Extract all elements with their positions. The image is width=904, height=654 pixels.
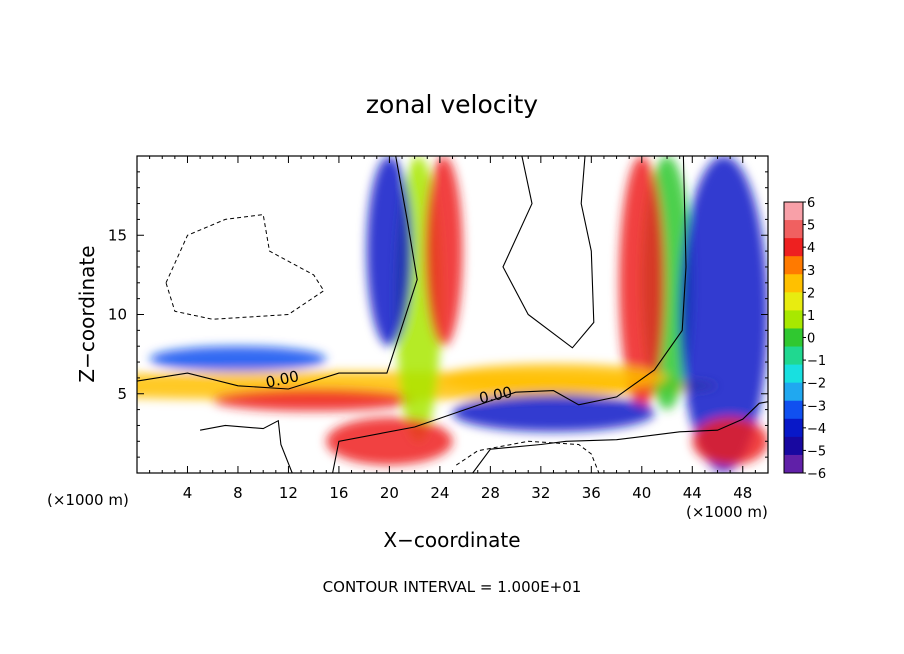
colorbar-swatch-10 — [784, 382, 803, 402]
x-tick-label-8: 8 — [233, 484, 243, 502]
velocity-field — [137, 156, 768, 473]
x-axis-ticks: 4 8 12 16 20 24 28 32 36 40 44 48 — [149, 156, 756, 502]
colorbar-swatch-8 — [784, 346, 803, 366]
contour-lines — [137, 156, 768, 473]
x-tick-label-40: 40 — [632, 484, 651, 502]
negative-contour-1 — [456, 440, 600, 473]
field-blob-2 — [149, 346, 327, 372]
field-blob-10 — [439, 363, 668, 393]
x-tick-label-28: 28 — [481, 484, 500, 502]
y-axis-ticks: 5 10 15 — [108, 171, 768, 458]
colorbar-label-5: 1 — [807, 309, 815, 324]
x-unit-left: (×1000 m) — [47, 491, 129, 509]
colorbar-label-0: 6 — [807, 196, 815, 211]
y-axis-label: Z−coordinate — [75, 245, 99, 382]
colorbar: 6 5 4 3 2 1 0 −1 −2 −3 −4 −5 −6 — [783, 196, 826, 482]
x-tick-label-24: 24 — [430, 484, 449, 502]
colorbar-swatch-9 — [784, 364, 803, 384]
colorbar-label-7: −1 — [807, 354, 826, 369]
x-tick-label-16: 16 — [329, 484, 348, 502]
x-tick-label-44: 44 — [683, 484, 702, 502]
colorbar-label-9: −3 — [807, 399, 826, 414]
field-blob-9 — [452, 393, 655, 432]
colorbar-label-8: −2 — [807, 377, 826, 392]
colorbar-swatch-7 — [784, 328, 803, 348]
field-blob-8 — [679, 156, 768, 473]
negative-contour-0 — [165, 214, 325, 320]
colorbar-label-6: 0 — [807, 332, 815, 347]
zero-contour-2 — [472, 401, 768, 473]
x-tick-label-36: 36 — [582, 484, 601, 502]
zero-contour-3 — [502, 156, 595, 349]
field-blob-7 — [619, 156, 665, 410]
zero-contour-4 — [199, 419, 293, 473]
zero-contour-0 — [137, 156, 418, 390]
colorbar-label-4: 2 — [807, 286, 815, 301]
colorbar-label-1: 5 — [807, 219, 815, 234]
colorbar-label-2: 4 — [807, 241, 815, 256]
field-blob-5 — [424, 156, 463, 347]
colorbar-swatch-3 — [784, 256, 803, 275]
y-tick-label-15: 15 — [108, 226, 127, 244]
field-blob-4 — [366, 156, 413, 347]
colorbar-label-12: −6 — [807, 467, 826, 482]
field-blob-1 — [212, 388, 415, 412]
colorbar-swatch-2 — [784, 238, 803, 257]
y-tick-label-5: 5 — [117, 385, 127, 403]
colorbar-swatch-1 — [784, 220, 803, 239]
x-tick-label-32: 32 — [531, 484, 550, 502]
colorbar-swatch-5 — [784, 292, 803, 311]
chart-title: zonal velocity — [366, 90, 538, 119]
x-tick-label-20: 20 — [380, 484, 399, 502]
colorbar-swatch-4 — [784, 274, 803, 293]
field-blob-11 — [326, 417, 453, 466]
colorbar-swatch-0 — [784, 202, 803, 221]
x-tick-label-48: 48 — [733, 484, 752, 502]
contour-interval-note: CONTOUR INTERVAL = 1.000E+01 — [323, 578, 582, 596]
x-axis-label: X−coordinate — [383, 528, 520, 552]
y-tick-label-10: 10 — [108, 306, 127, 324]
x-unit-right: (×1000 m) — [686, 503, 768, 521]
zero-contour-1 — [332, 156, 687, 473]
x-tick-label-12: 12 — [279, 484, 298, 502]
colorbar-label-11: −5 — [807, 444, 826, 459]
colorbar-swatch-13 — [784, 436, 803, 456]
colorbar-label-10: −4 — [807, 422, 826, 437]
colorbar-swatch-12 — [784, 418, 803, 438]
field-blob-12 — [692, 417, 768, 466]
colorbar-swatch-14 — [784, 454, 803, 474]
x-tick-label-4: 4 — [183, 484, 193, 502]
colorbar-label-3: 3 — [807, 264, 815, 279]
colorbar-swatch-6 — [784, 310, 803, 329]
colorbar-swatch-11 — [784, 400, 803, 420]
